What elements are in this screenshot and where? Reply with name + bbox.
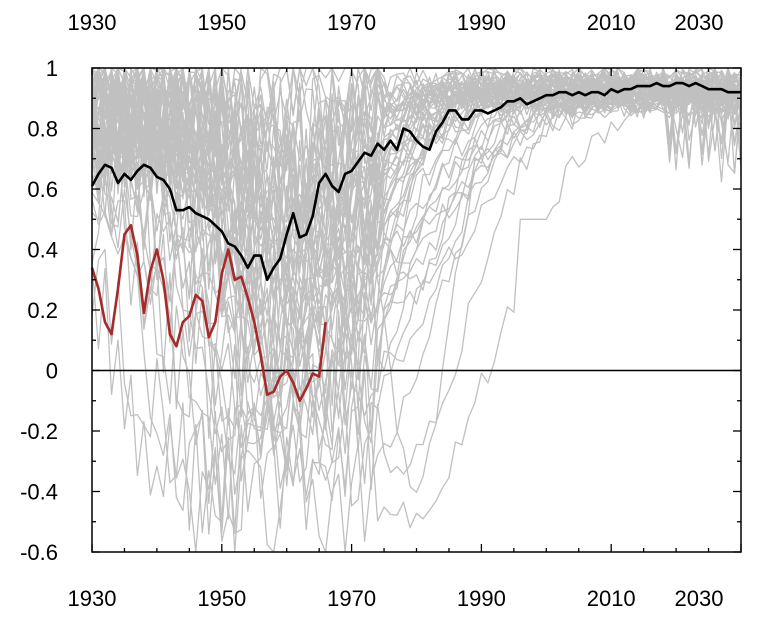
x-tick-label-bottom: 1950 — [197, 586, 246, 611]
ensemble-member-line — [91, 67, 742, 553]
tick-labels: 1930 1930 1950 1950 1970 1970 1990 1990 2010 2010… — [20, 10, 723, 611]
ensemble-member-line — [91, 67, 742, 331]
ensemble-mean-series-line — [90, 81, 741, 282]
y-tick-label: -0.2 — [20, 419, 58, 444]
x-tick-label-bottom: 1990 — [457, 586, 506, 611]
x-tick-label-bottom: 1970 — [327, 586, 376, 611]
highlighted-series — [90, 81, 741, 403]
x-tick-label-top: 1930 — [68, 10, 117, 35]
y-tick-label: 0.8 — [27, 117, 58, 142]
ensemble-member-line — [91, 67, 742, 224]
x-tick-label-top: 2030 — [675, 10, 724, 35]
y-tick-label: 0.4 — [27, 238, 58, 263]
ensemble-member-line — [91, 67, 742, 317]
ensemble-member-line — [91, 67, 742, 340]
x-tick-label-top: 1990 — [457, 10, 506, 35]
y-tick-label: 0.6 — [27, 177, 58, 202]
x-tick-label-bottom: 2030 — [675, 586, 724, 611]
y-tick-label: -0.6 — [20, 540, 58, 565]
axis-ticks — [91, 67, 742, 553]
ensemble-member-line — [91, 67, 742, 436]
y-tick-label: 0 — [46, 359, 58, 384]
y-tick-label: 1 — [46, 56, 58, 81]
ensemble-member-line — [91, 67, 742, 493]
x-tick-label-top: 1970 — [327, 10, 376, 35]
x-tick-label-top: 2010 — [587, 10, 636, 35]
ensemble-member-line — [91, 67, 742, 326]
x-tick-label-bottom: 2010 — [587, 586, 636, 611]
ensemble-member-line — [91, 67, 742, 529]
x-tick-label-top: 1950 — [197, 10, 246, 35]
x-tick-label-bottom: 1930 — [68, 586, 117, 611]
observed-series-line — [90, 224, 327, 403]
y-tick-label: 0.2 — [27, 298, 58, 323]
y-tick-label: -0.4 — [20, 480, 58, 505]
